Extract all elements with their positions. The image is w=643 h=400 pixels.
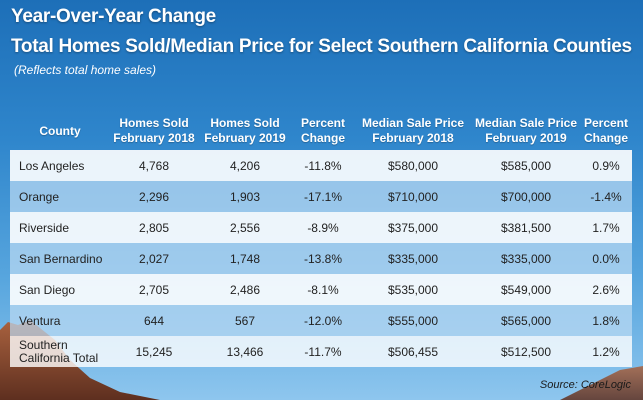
homes-sold-2019: 4,206 bbox=[229, 158, 261, 173]
county-name: San Bernardino bbox=[19, 251, 103, 266]
total-median-price-2019: $512,500 bbox=[500, 344, 552, 359]
total-label: Southern California Total bbox=[19, 337, 99, 365]
table-row: San Diego 2,705 2,486 -8.1% $535,000 $54… bbox=[10, 274, 632, 305]
header-median-price-2018: Median Sale Price February 2018 bbox=[361, 116, 465, 145]
median-price-2019: $700,000 bbox=[500, 189, 552, 204]
homes-sold-2018: 2,027 bbox=[138, 251, 170, 266]
median-price-2019: $549,000 bbox=[500, 282, 552, 297]
percent-change-price: 0.0% bbox=[592, 251, 620, 266]
county-name: Ventura bbox=[19, 313, 61, 328]
county-name: San Diego bbox=[19, 282, 76, 297]
median-price-2018: $375,000 bbox=[387, 220, 439, 235]
sales-table-wrapper: County Homes Sold February 2018 Homes Sol… bbox=[10, 112, 632, 367]
homes-sold-2018: 2,805 bbox=[138, 220, 170, 235]
percent-change-price: 1.7% bbox=[592, 220, 620, 235]
header-median-price-2019: Median Sale Price February 2019 bbox=[474, 116, 578, 145]
header-homes-sold-2019: Homes Sold February 2019 bbox=[204, 116, 286, 145]
median-price-2018: $555,000 bbox=[387, 313, 439, 328]
homes-sold-2019: 567 bbox=[234, 313, 256, 328]
header-homes-sold-2018: Homes Sold February 2018 bbox=[113, 116, 195, 145]
median-price-2018: $580,000 bbox=[387, 158, 439, 173]
percent-change-price: -1.4% bbox=[590, 189, 622, 204]
percent-change-sold: -8.9% bbox=[307, 220, 339, 235]
mountain-background bbox=[0, 320, 643, 400]
table-row: Los Angeles 4,768 4,206 -11.8% $580,000 … bbox=[10, 150, 632, 181]
table-total-row: Southern California Total 15,245 13,466 -… bbox=[10, 336, 632, 367]
total-homes-sold-2019: 13,466 bbox=[226, 344, 264, 359]
median-price-2019: $381,500 bbox=[500, 220, 552, 235]
table-row: Riverside 2,805 2,556 -8.9% $375,000 $38… bbox=[10, 212, 632, 243]
header-county: County bbox=[39, 123, 81, 138]
header-percent-change-price: Percent Change bbox=[583, 116, 629, 145]
header-percent-change-sold: Percent Change bbox=[300, 116, 346, 145]
median-price-2018: $335,000 bbox=[387, 251, 439, 266]
median-price-2019: $565,000 bbox=[500, 313, 552, 328]
county-name: Los Angeles bbox=[19, 158, 85, 173]
percent-change-sold: -17.1% bbox=[303, 189, 343, 204]
total-homes-sold-2018: 15,245 bbox=[135, 344, 173, 359]
percent-change-price: 1.8% bbox=[592, 313, 620, 328]
percent-change-price: 0.9% bbox=[592, 158, 620, 173]
homes-sold-2019: 1,903 bbox=[229, 189, 261, 204]
homes-sold-2019: 2,556 bbox=[229, 220, 261, 235]
percent-change-sold: -12.0% bbox=[303, 313, 343, 328]
county-name: Orange bbox=[19, 189, 60, 204]
source-credit: Source: CoreLogic bbox=[539, 379, 631, 391]
homes-sold-2019: 2,486 bbox=[229, 282, 261, 297]
homes-sold-2018: 4,768 bbox=[138, 158, 170, 173]
homes-sold-2018: 2,296 bbox=[138, 189, 170, 204]
table-header-row: County Homes Sold February 2018 Homes Sol… bbox=[10, 112, 632, 150]
total-percent-change-price: 1.2% bbox=[592, 344, 620, 359]
sales-table: County Homes Sold February 2018 Homes Sol… bbox=[10, 112, 632, 367]
table-note: (Reflects total home sales) bbox=[14, 63, 157, 77]
page-subtitle: Total Homes Sold/Median Price for Select… bbox=[11, 36, 632, 57]
homes-sold-2019: 1,748 bbox=[229, 251, 261, 266]
percent-change-sold: -11.8% bbox=[304, 158, 342, 173]
page-title: Year-Over-Year Change bbox=[11, 6, 216, 27]
median-price-2019: $585,000 bbox=[500, 158, 552, 173]
total-percent-change-sold: -11.7% bbox=[304, 344, 342, 359]
table-row: Ventura 644 567 -12.0% $555,000 $565,000… bbox=[10, 305, 632, 336]
homes-sold-2018: 2,705 bbox=[138, 282, 170, 297]
percent-change-sold: -8.1% bbox=[307, 282, 339, 297]
table-row: Orange 2,296 1,903 -17.1% $710,000 $700,… bbox=[10, 181, 632, 212]
homes-sold-2018: 644 bbox=[143, 313, 165, 328]
percent-change-sold: -13.8% bbox=[303, 251, 343, 266]
median-price-2018: $710,000 bbox=[387, 189, 439, 204]
total-median-price-2018: $506,455 bbox=[387, 344, 439, 359]
county-name: Riverside bbox=[19, 220, 70, 235]
median-price-2018: $535,000 bbox=[387, 282, 439, 297]
table-row: San Bernardino 2,027 1,748 -13.8% $335,0… bbox=[10, 243, 632, 274]
median-price-2019: $335,000 bbox=[500, 251, 552, 266]
percent-change-price: 2.6% bbox=[592, 282, 620, 297]
